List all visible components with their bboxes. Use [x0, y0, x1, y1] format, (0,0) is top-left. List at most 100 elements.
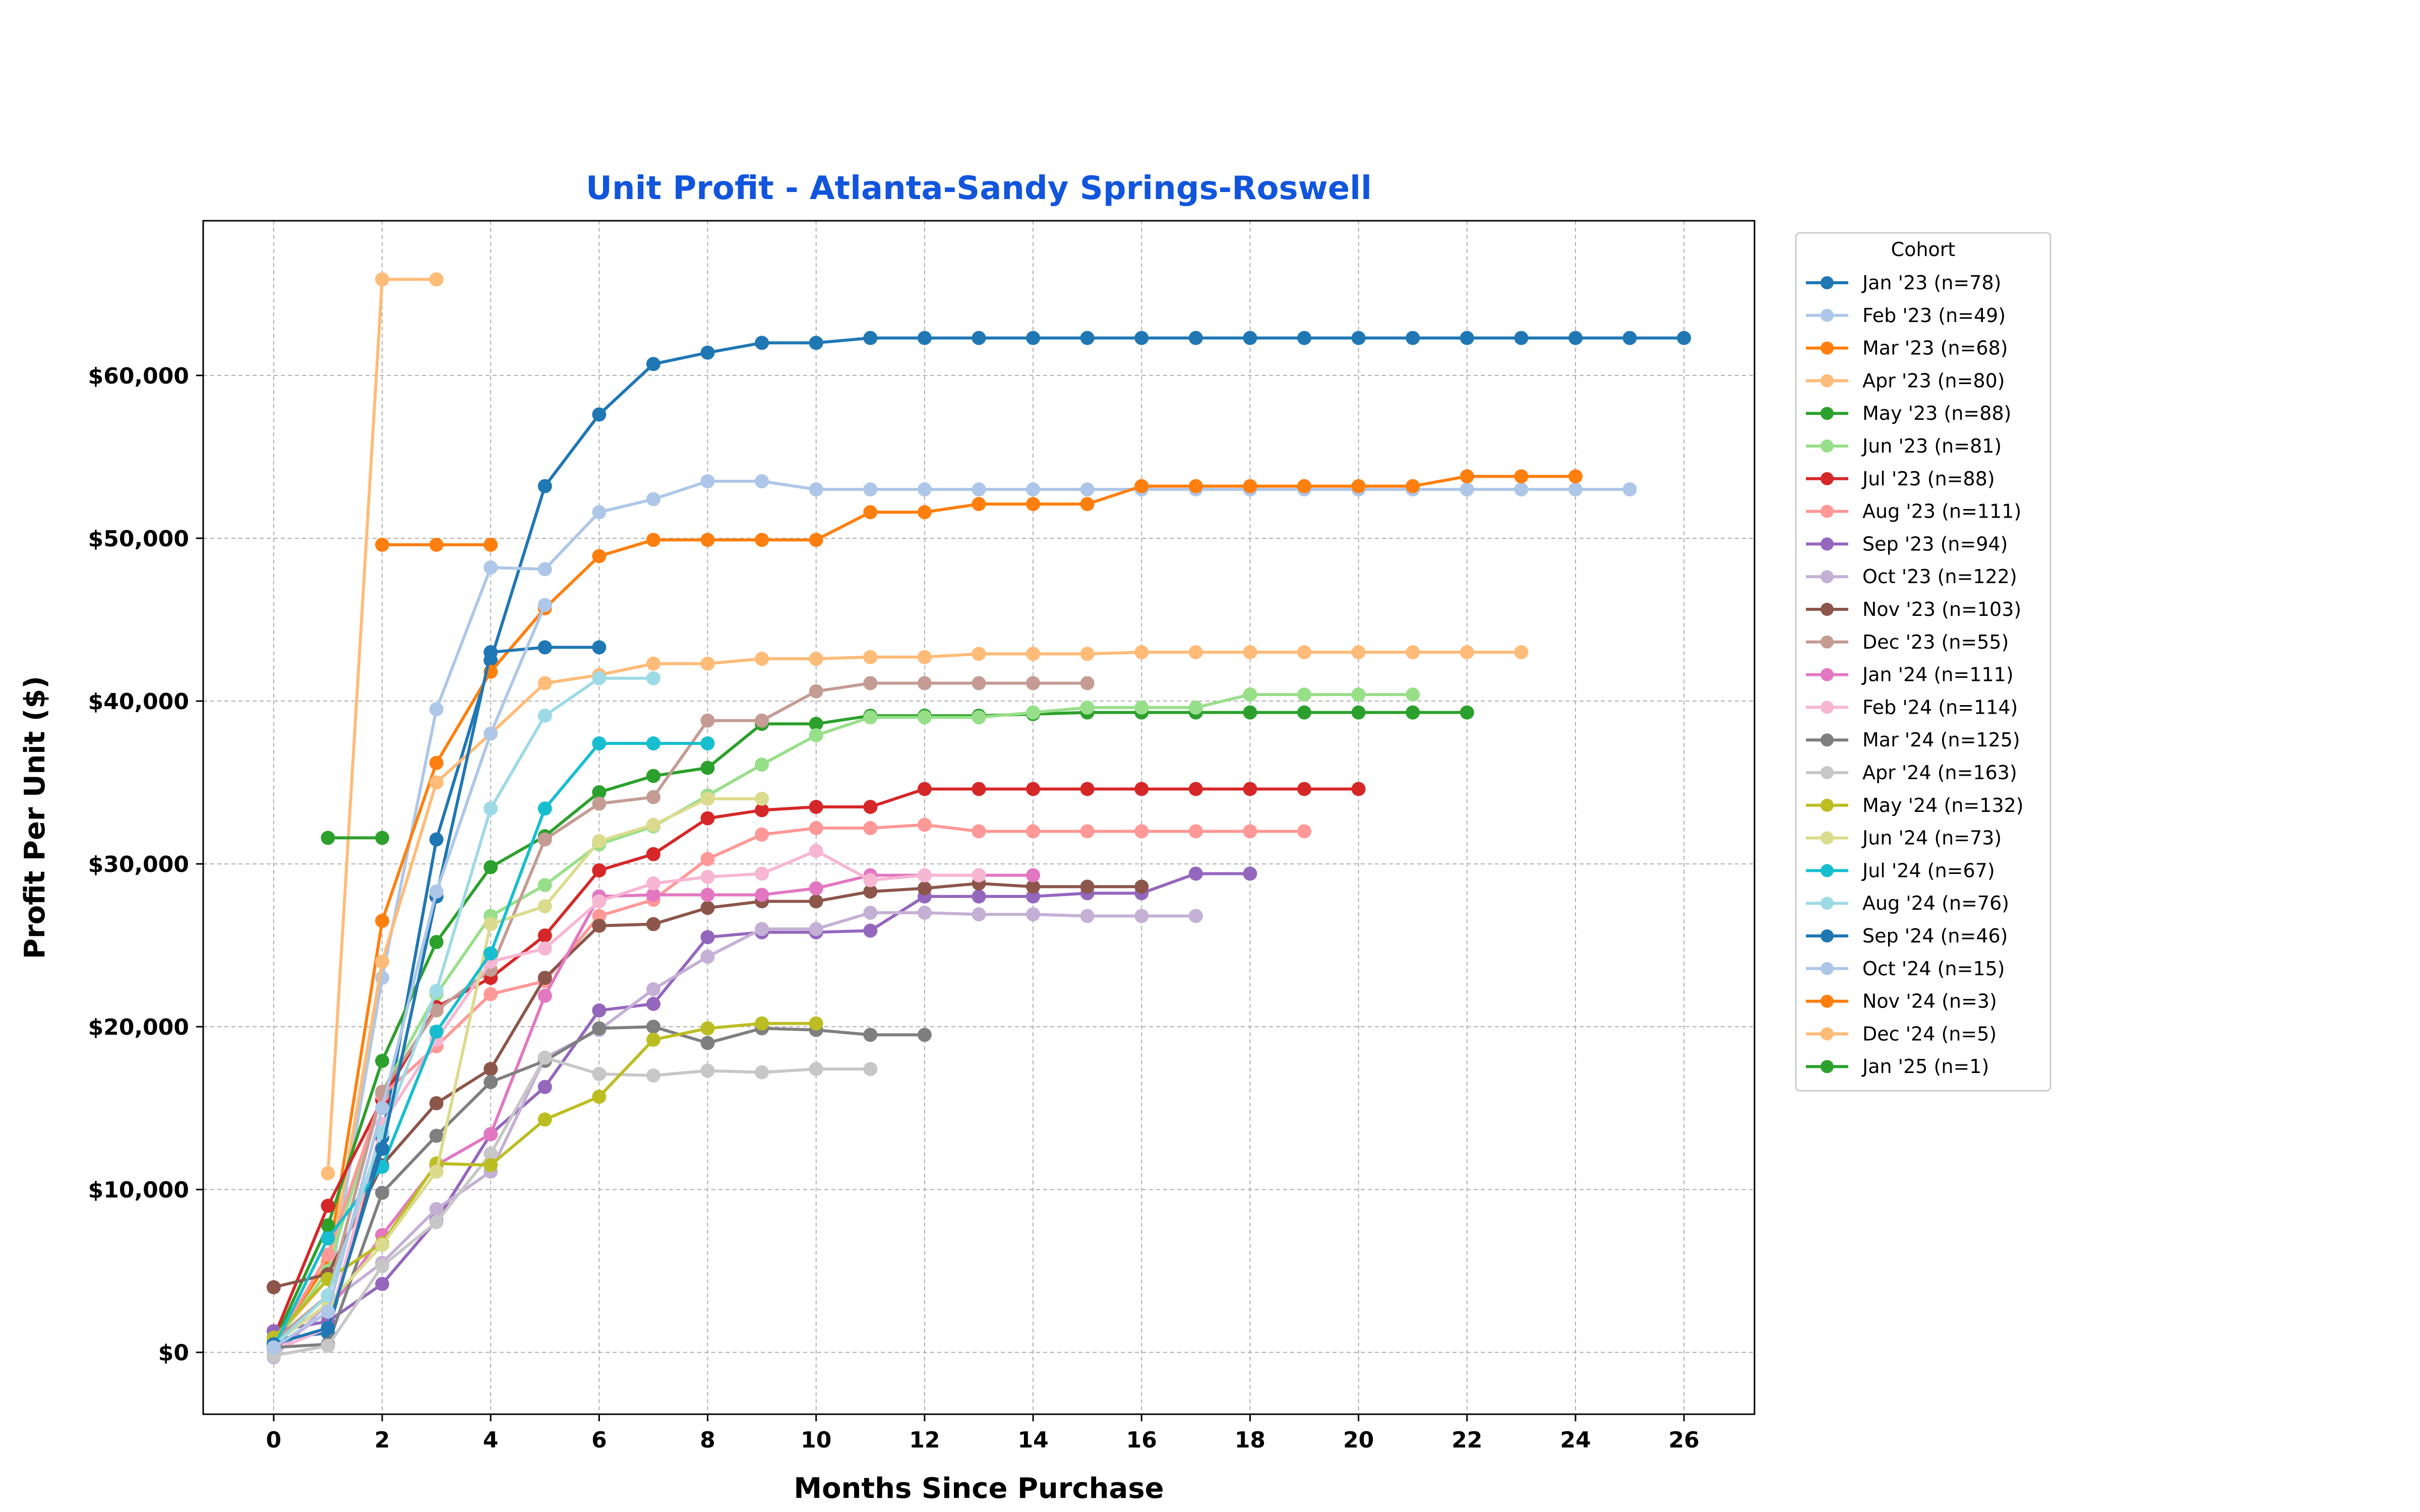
data-point — [537, 832, 552, 847]
data-point — [1351, 331, 1366, 345]
legend-item: May '23 (n=88) — [1806, 402, 2011, 424]
data-point — [375, 1142, 390, 1156]
data-point — [755, 758, 769, 772]
data-point — [863, 676, 878, 690]
y-tick-label: $30,000 — [88, 852, 189, 877]
series-24 — [321, 831, 390, 845]
data-point — [537, 709, 552, 723]
data-point — [1514, 331, 1529, 345]
data-point — [863, 650, 878, 664]
data-point — [755, 827, 769, 842]
data-point — [321, 1231, 335, 1246]
data-point — [863, 331, 878, 345]
x-tick-label: 22 — [1451, 1427, 1482, 1453]
data-point — [646, 769, 660, 783]
data-point — [1460, 469, 1474, 484]
legend-label: Oct '24 (n=15) — [1862, 958, 2005, 980]
data-point — [429, 1024, 444, 1039]
legend-swatch-marker — [1821, 603, 1834, 616]
legend-swatch-marker — [1821, 472, 1834, 485]
series-22 — [375, 537, 498, 552]
data-point — [537, 1050, 552, 1065]
legend-item: Apr '24 (n=163) — [1806, 762, 2017, 784]
data-point — [917, 905, 932, 920]
data-point — [809, 482, 823, 497]
data-point — [1134, 879, 1149, 894]
y-tick-label: $40,000 — [88, 689, 189, 715]
data-point — [646, 847, 660, 861]
data-point — [1406, 331, 1420, 345]
data-point — [537, 899, 552, 914]
legend-item: Jan '24 (n=111) — [1806, 664, 2014, 686]
data-point — [809, 881, 823, 896]
data-point — [809, 821, 823, 835]
data-point — [1460, 331, 1474, 345]
data-point — [1134, 645, 1149, 660]
data-point — [483, 1147, 498, 1161]
legend-item: Apr '23 (n=80) — [1806, 369, 2005, 392]
data-point — [1297, 687, 1312, 702]
data-point — [429, 755, 444, 770]
data-point — [755, 533, 769, 547]
data-point — [429, 1003, 444, 1018]
data-point — [700, 736, 715, 751]
legend-label: Sep '24 (n=46) — [1862, 925, 2008, 947]
data-point — [972, 331, 986, 345]
legend-label: Jul '23 (n=88) — [1861, 468, 1995, 490]
series-21 — [266, 598, 552, 1355]
legend-swatch-marker — [1821, 962, 1834, 975]
legend-swatch-marker — [1821, 407, 1834, 420]
data-point — [700, 761, 715, 775]
data-point — [592, 736, 607, 751]
data-point — [863, 873, 878, 888]
legend-label: May '24 (n=132) — [1862, 794, 2024, 816]
data-point — [646, 492, 660, 507]
legend-item: Jan '25 (n=1) — [1806, 1055, 1989, 1078]
legend-item: Mar '24 (n=125) — [1806, 729, 2020, 751]
data-point — [700, 791, 715, 806]
data-point — [1188, 782, 1203, 796]
legend-swatch-marker — [1821, 308, 1834, 322]
data-point — [592, 1066, 607, 1081]
data-point — [592, 785, 607, 799]
legend-swatch-marker — [1821, 1027, 1834, 1041]
data-point — [1026, 907, 1041, 922]
y-axis-label: Profit Per Unit ($) — [19, 676, 51, 959]
data-point — [1351, 479, 1366, 493]
data-point — [1297, 705, 1312, 720]
data-point — [917, 482, 932, 497]
legend-label: Jan '25 (n=1) — [1861, 1055, 1989, 1078]
data-point — [1134, 909, 1149, 923]
data-point — [809, 800, 823, 814]
data-point — [321, 1339, 335, 1353]
data-point — [646, 736, 660, 751]
data-point — [592, 834, 607, 848]
data-point — [429, 984, 444, 998]
legend-swatch-marker — [1821, 505, 1834, 518]
data-point — [809, 1016, 823, 1031]
data-point — [375, 272, 390, 287]
data-point — [1026, 782, 1041, 796]
data-point — [863, 505, 878, 520]
legend-swatch-marker — [1821, 439, 1834, 453]
data-point — [375, 537, 390, 552]
data-point — [321, 831, 335, 845]
data-point — [1026, 824, 1041, 839]
data-point — [483, 1062, 498, 1077]
data-point — [1026, 647, 1041, 661]
legend-swatch-marker — [1821, 1060, 1834, 1074]
data-point — [700, 474, 715, 488]
x-tick-label: 12 — [909, 1427, 940, 1453]
data-point — [1677, 331, 1691, 345]
data-point — [1080, 497, 1095, 512]
data-point — [1134, 479, 1149, 493]
legend-swatch-marker — [1821, 798, 1834, 812]
legend-label: May '23 (n=88) — [1862, 402, 2011, 424]
data-point — [429, 1164, 444, 1179]
data-point — [1297, 479, 1312, 493]
legend-label: Jun '24 (n=73) — [1861, 827, 2002, 849]
data-point — [1243, 331, 1257, 345]
data-point — [863, 482, 878, 497]
data-point — [321, 1247, 335, 1262]
data-point — [755, 922, 769, 936]
